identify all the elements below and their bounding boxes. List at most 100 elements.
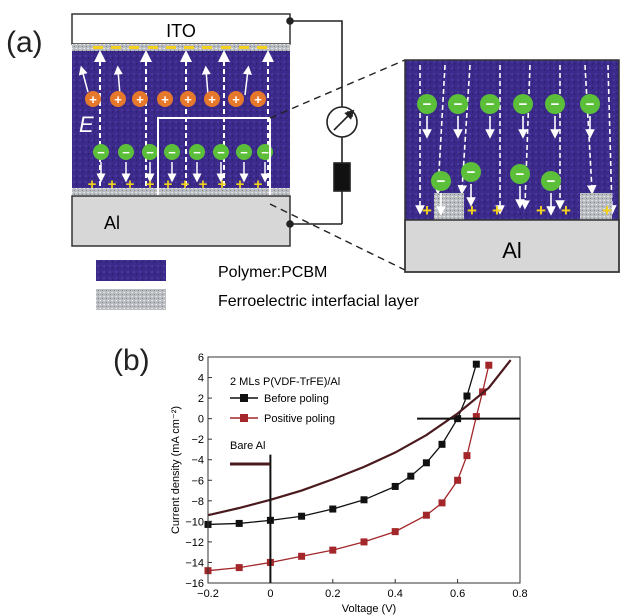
hole-arrow xyxy=(242,65,252,96)
minus-mark xyxy=(202,46,212,49)
zoom-electron-charge xyxy=(510,164,530,184)
minus-mark xyxy=(184,46,194,49)
electron-sign: − xyxy=(122,145,130,160)
x-tick-label: −0.2 xyxy=(197,588,219,600)
zoom-electron-sign: − xyxy=(486,96,495,113)
zoom-plus-mark: + xyxy=(467,201,477,220)
hole-charge xyxy=(180,91,196,107)
minus-mark xyxy=(221,46,231,49)
x-tick-label: 0 xyxy=(267,588,273,600)
zoom-electron-sign: − xyxy=(519,96,528,113)
legend-before-poling: Before poling xyxy=(264,393,329,405)
zoom-plus-mark: + xyxy=(561,201,571,220)
hole-sign: + xyxy=(184,92,192,107)
x-tick-label: 0.6 xyxy=(450,588,465,600)
zoom-inset: − − − − − − − − − − + + + + + + Al xyxy=(404,59,620,273)
zoom-electron-charge xyxy=(448,94,468,114)
plus-mark: + xyxy=(126,176,135,193)
zoom-electron-charge xyxy=(461,162,481,182)
minus-mark xyxy=(166,46,176,49)
minus-mark xyxy=(111,46,121,49)
zoom-electron-sign: − xyxy=(586,96,595,113)
data-point-1 xyxy=(454,476,462,484)
zoom-connectors xyxy=(269,59,406,271)
data-point-1 xyxy=(463,452,471,460)
electron-sign: − xyxy=(261,145,269,160)
hole-sign: + xyxy=(114,92,122,107)
series-line-2 xyxy=(207,359,512,517)
data-point-1 xyxy=(485,361,493,369)
data-point-1 xyxy=(360,538,368,546)
panel-a-label: (a) xyxy=(6,26,43,59)
zoom-electron-charge xyxy=(541,171,561,191)
zoom-electron-sign: − xyxy=(551,96,560,113)
plus-mark: + xyxy=(88,176,97,193)
hole-charge xyxy=(204,91,220,107)
minus-mark xyxy=(148,46,158,49)
zoom-plus-mark: + xyxy=(536,201,546,220)
electron-sign: − xyxy=(193,145,201,160)
jv-chart: −0.2 0 0.2 0.4 0.6 0.8 6 4 2 0 −2 −4 −6 −8 −10 −12 −14 −1… xyxy=(170,352,528,615)
panel-b-label: (b) xyxy=(113,344,150,377)
y-tick-label: −12 xyxy=(185,537,204,549)
hole-sign: + xyxy=(254,92,262,107)
zoom-electron-charge xyxy=(480,94,500,114)
data-point-1 xyxy=(391,528,399,536)
zoom-electron-charge xyxy=(417,94,437,114)
data-point-1 xyxy=(235,564,243,572)
zoom-field-line xyxy=(433,64,446,195)
hole-arrow xyxy=(201,65,211,96)
chart-legend: Before poling Positive poling Bare Al xyxy=(230,393,335,466)
electron-charge xyxy=(164,144,180,160)
zoom-electron-sign: − xyxy=(454,96,463,113)
plot-frame xyxy=(207,356,521,584)
al-label: Al xyxy=(104,213,120,233)
plus-mark: + xyxy=(236,176,245,193)
electron-charge xyxy=(93,144,109,160)
minus-mark xyxy=(129,46,139,49)
data-point-0 xyxy=(391,482,399,490)
y-tick-label: −16 xyxy=(185,578,204,590)
x-tick-label: 0.2 xyxy=(325,588,340,600)
hole-arrow xyxy=(113,65,123,96)
zoom-electron-charge xyxy=(545,94,565,114)
zoom-electron-charge xyxy=(431,171,451,191)
legend-bare-al: Bare Al xyxy=(230,440,265,452)
plus-mark: + xyxy=(218,176,227,193)
y-tick-label: 6 xyxy=(198,352,204,364)
ito-label: ITO xyxy=(166,21,196,41)
y-tick-label: −6 xyxy=(191,475,204,487)
hole-charge xyxy=(250,91,266,107)
hole-sign: + xyxy=(232,92,240,107)
zoom-plus-mark: + xyxy=(602,201,612,220)
active-layer: + + + + + + + + − − − − − − − − + + + + + + + + + + E xyxy=(72,44,290,205)
hole-sign: + xyxy=(136,92,144,107)
x-tick-label: 0.8 xyxy=(512,588,527,600)
electron-sign: − xyxy=(97,145,105,160)
data-point-0 xyxy=(298,512,306,520)
y-tick-label: −4 xyxy=(191,455,204,467)
zoom-field-line xyxy=(607,64,617,215)
zoom-al-label: Al xyxy=(502,238,522,263)
electron-charge xyxy=(142,144,158,160)
zoom-field-line xyxy=(584,64,597,195)
hole-sign: + xyxy=(208,92,216,107)
x-axis-label: Voltage (V) xyxy=(342,603,396,615)
data-point-0 xyxy=(360,496,368,504)
data-point-0 xyxy=(329,505,337,513)
resistor-icon xyxy=(333,162,351,192)
data-point-1 xyxy=(329,546,337,554)
data-point-0 xyxy=(407,472,415,480)
zoom-electron-sign: − xyxy=(423,96,432,113)
y-tick-label: −14 xyxy=(185,557,204,569)
plus-mark: + xyxy=(199,176,208,193)
y-tick-label: 2 xyxy=(198,393,204,405)
al-electrode: Al xyxy=(71,195,291,247)
plus-mark: + xyxy=(146,176,155,193)
data-point-1 xyxy=(472,413,480,421)
field-label: E xyxy=(79,112,94,137)
minus-mark xyxy=(257,46,267,49)
data-point-0 xyxy=(422,459,430,467)
hole-charge xyxy=(157,91,173,107)
data-point-1 xyxy=(298,552,306,560)
